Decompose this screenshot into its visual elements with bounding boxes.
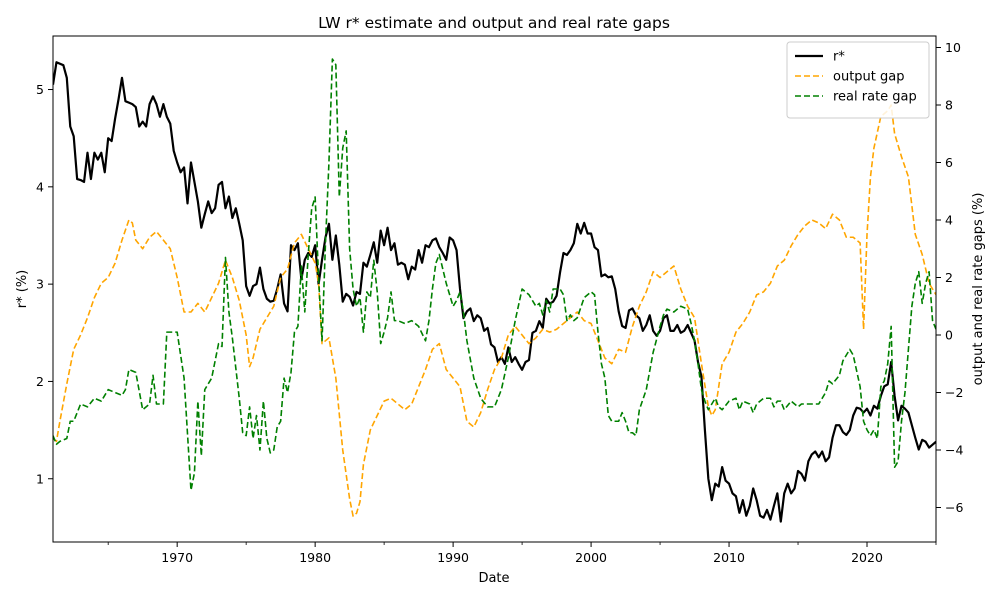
series-line-output-gap	[53, 104, 936, 517]
y-left-tick-label: 5	[36, 82, 44, 97]
y-right-tick-label: 8	[945, 98, 953, 113]
series-line-r-	[53, 61, 936, 523]
x-tick-label: 1970	[161, 550, 193, 565]
y-right-tick-label: 2	[945, 270, 953, 285]
y-right-tick-label: −4	[945, 443, 963, 458]
x-axis: 1970 1980 1990 2000 2010 2020	[107, 542, 937, 565]
y-left-tick-label: 1	[36, 471, 44, 486]
series-line-real-rate-gap	[53, 58, 936, 492]
y-right-tick-label: 4	[945, 213, 953, 228]
chart-title: LW r* estimate and output and real rate …	[318, 14, 670, 32]
y-right-tick-label: 0	[945, 328, 953, 343]
legend-label: real rate gap	[833, 90, 917, 105]
series-layer	[53, 58, 936, 523]
plot-frame	[52, 35, 937, 543]
legend-box	[786, 41, 930, 119]
y-left-tick-label: 2	[36, 374, 44, 389]
plot-area	[52, 35, 937, 543]
y-axis-left-label: r* (%)	[15, 270, 30, 308]
y-axis-right: −6 −4 −2 0 2 4 6 8 10	[936, 40, 963, 515]
y-axis-right-label: output and real rate gaps (%)	[971, 193, 986, 386]
x-tick-label: 2000	[575, 550, 607, 565]
legend: r* output gap real rate gap	[786, 41, 930, 119]
legend-label: r*	[833, 50, 845, 65]
y-right-tick-label: 10	[945, 40, 961, 55]
y-right-tick-label: 6	[945, 155, 953, 170]
x-tick-label: 2010	[713, 550, 745, 565]
y-axis-left: 1 2 3 4 5	[36, 82, 53, 486]
x-axis-label: Date	[478, 571, 509, 586]
legend-label: output gap	[833, 70, 904, 85]
y-left-tick-label: 4	[36, 179, 44, 194]
x-tick-label: 1990	[437, 550, 469, 565]
y-left-tick-label: 3	[36, 277, 44, 292]
x-tick-label: 1980	[299, 550, 331, 565]
x-tick-label: 2020	[851, 550, 883, 565]
y-right-tick-label: −2	[945, 385, 963, 400]
y-right-tick-label: −6	[945, 500, 963, 515]
